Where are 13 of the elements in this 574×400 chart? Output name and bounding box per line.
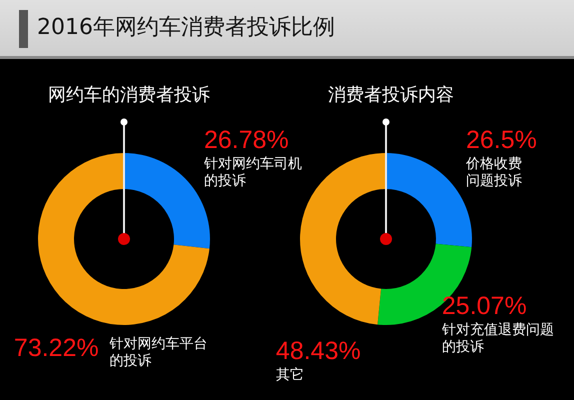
- data-label: 26.78%: [204, 126, 289, 154]
- chart-title: 2016年网约车消费者投诉比例: [37, 14, 335, 42]
- slice-label: 针对网约车司机的投诉: [202, 156, 302, 190]
- data-label: 25.07%: [442, 292, 527, 320]
- chart-subtitle: 网约车的消费者投诉: [48, 84, 210, 106]
- slice-label: 价格收费问题投诉: [464, 156, 522, 190]
- slice-label: 针对充值退费问题的投诉: [440, 322, 554, 356]
- slice-label: 其它: [276, 366, 304, 383]
- data-label: 48.43%: [276, 336, 361, 365]
- data-label: 26.5%: [466, 126, 537, 154]
- data-label: 73.22%: [14, 334, 99, 362]
- chart-title: 消费者投诉内容: [328, 84, 454, 106]
- slice-label: 针对网约车平台的投诉: [108, 336, 208, 369]
